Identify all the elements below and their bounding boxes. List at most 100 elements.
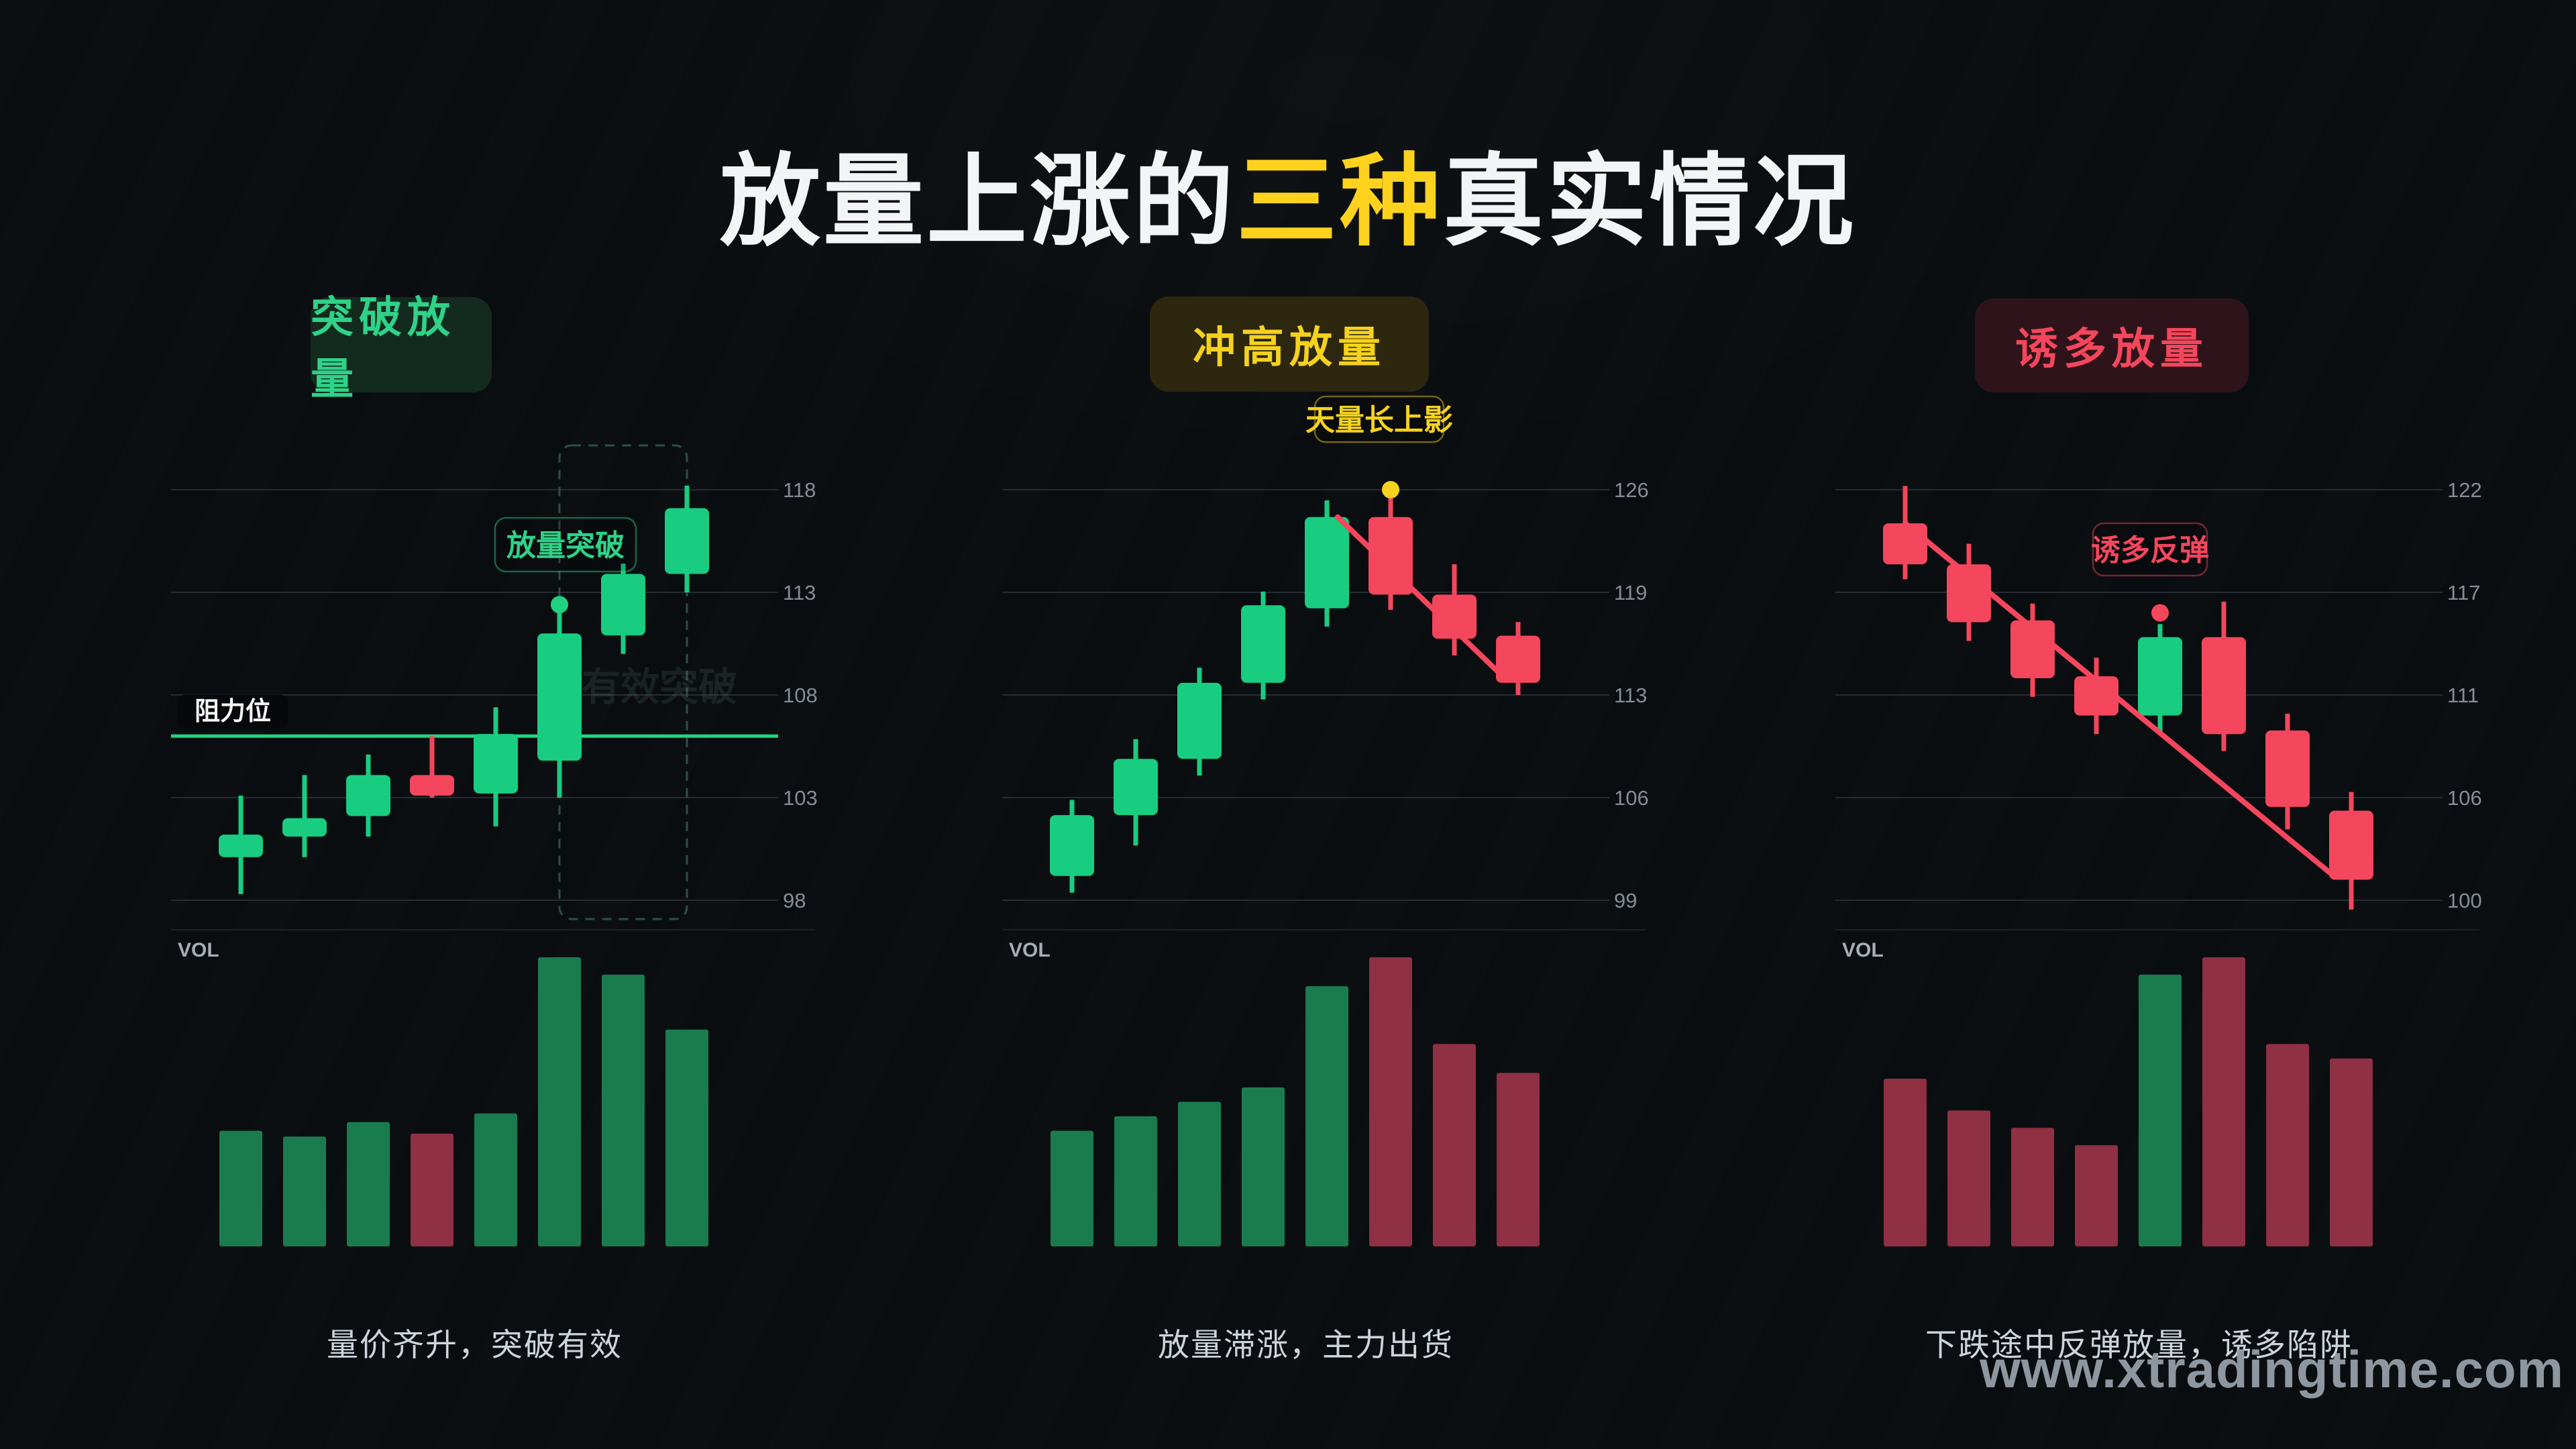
volume-bars <box>1884 957 2373 1246</box>
peak-marker-dot <box>551 596 568 614</box>
volume-bar <box>602 974 645 1246</box>
candles <box>1883 486 2373 910</box>
title-prefix: 放量上涨的 <box>719 145 1236 258</box>
annotation-box <box>1313 395 1445 443</box>
volume-axis-label: VOL <box>1842 939 1884 961</box>
candles <box>1050 492 1540 893</box>
volume-bar <box>2139 974 2182 1246</box>
volume-bar <box>283 1136 326 1246</box>
volume-bar <box>2330 1058 2373 1246</box>
axis-tick-label: 98 <box>783 889 806 912</box>
breakout-dashed-box <box>558 444 688 920</box>
watermark: www.xtradingtime.com <box>1980 1340 2564 1399</box>
volume-bar <box>347 1122 390 1246</box>
ghost-text: 有效突破 <box>582 665 737 709</box>
candle-body <box>1432 594 1477 639</box>
volume-bar <box>1305 986 1348 1246</box>
category-badge: 诱多放量 <box>1975 299 2249 392</box>
title-suffix: 真实情况 <box>1443 145 1857 258</box>
page-title: 放量上涨的三种真实情况 <box>0 146 2576 257</box>
grid: 122 117 111 106 100 <box>1835 478 2482 912</box>
candle-body <box>282 818 327 837</box>
axis-tick-label: 119 <box>1614 581 1647 604</box>
title-highlight: 三种 <box>1236 145 1443 258</box>
category-badge: 冲高放量 <box>1150 297 1429 392</box>
annotation-label: 放量突破 <box>506 529 625 562</box>
peak-marker-dot <box>1382 481 1399 498</box>
candles <box>219 485 709 894</box>
candlestick-chart: 126 119 113 106 99 VOL 天量长上影 <box>1002 395 1649 1246</box>
candlestick-chart: 122 117 111 106 100 VOL 诱多反弹 <box>1835 478 2482 1246</box>
candle-body <box>474 734 518 794</box>
annotation-box <box>494 517 637 573</box>
candle-body <box>2074 676 2118 716</box>
volume-bar <box>2202 957 2245 1246</box>
volume-bars <box>1051 957 1540 1246</box>
candle-body <box>1496 635 1540 683</box>
volume-bar <box>1433 1044 1476 1246</box>
resistance-chip <box>178 694 288 730</box>
grid: 118 113 108 103 98 <box>171 478 818 912</box>
axis-tick-label: 103 <box>783 786 818 810</box>
candle-body <box>2138 637 2182 716</box>
candle-body <box>410 775 454 796</box>
volume-bar <box>219 1130 262 1246</box>
candle-body <box>537 633 582 761</box>
candle-body <box>1241 605 1285 683</box>
annotation-label: 天量长上影 <box>1305 404 1453 437</box>
annotation-box <box>2092 522 2208 577</box>
candle-body <box>2265 730 2310 807</box>
axis-tick-label: 117 <box>2447 581 2480 604</box>
peak-marker-dot <box>2151 604 2169 622</box>
candle-body <box>219 835 263 857</box>
axis-tick-label: 100 <box>2447 889 2482 912</box>
volume-bar <box>1051 1130 1093 1246</box>
volume-axis-label: VOL <box>1009 939 1051 961</box>
volume-bars <box>219 957 708 1246</box>
axis-tick-label: 108 <box>783 684 818 707</box>
volume-bar <box>1242 1087 1285 1246</box>
candle-body <box>1947 564 1991 623</box>
axis-tick-label: 106 <box>2447 786 2482 810</box>
volume-bar <box>1178 1102 1221 1246</box>
volume-bar <box>1884 1079 1927 1246</box>
candle-body <box>1177 682 1222 759</box>
candle-body <box>1050 815 1094 876</box>
candle-body <box>1305 517 1349 608</box>
axis-tick-label: 113 <box>783 581 816 604</box>
candle-body <box>2329 810 2373 880</box>
axis-tick-label: 106 <box>1614 786 1649 810</box>
annotation-label: 诱多反弹 <box>2091 534 2209 567</box>
candle-body <box>1883 523 1927 565</box>
volume-bar <box>538 957 581 1246</box>
resistance-label: 阻力位 <box>195 698 271 726</box>
axis-tick-label: 122 <box>2447 478 2482 502</box>
volume-bar <box>411 1133 453 1246</box>
volume-bar <box>665 1029 708 1246</box>
candle-body <box>601 574 645 636</box>
volume-axis-label: VOL <box>178 939 219 961</box>
trend-line <box>1902 521 2337 879</box>
trend-line <box>1335 514 1503 677</box>
axis-tick-label: 126 <box>1614 478 1649 502</box>
candle-body <box>665 508 709 574</box>
axis-tick-label: 99 <box>1614 889 1637 912</box>
category-badge: 突破放量 <box>311 293 492 403</box>
volume-bar <box>1497 1073 1540 1246</box>
axis-tick-label: 111 <box>2447 684 2479 707</box>
volume-bar <box>2075 1145 2118 1246</box>
volume-bar <box>1114 1116 1157 1246</box>
volume-bar <box>1369 957 1412 1246</box>
panel-caption: 量价齐升，突破有效 <box>327 1327 623 1362</box>
volume-bar <box>474 1113 517 1246</box>
candle-body <box>1114 759 1158 816</box>
volume-bar <box>2266 1044 2309 1246</box>
candle-body <box>346 775 390 816</box>
panel-caption: 下跌途中反弹放量，诱多陷阱 <box>1925 1327 2353 1362</box>
axis-tick-label: 113 <box>1614 684 1647 707</box>
volume-bar <box>1947 1110 1990 1246</box>
panel-caption: 放量滞涨，主力出货 <box>1158 1327 1454 1362</box>
candle-body <box>2202 637 2246 735</box>
